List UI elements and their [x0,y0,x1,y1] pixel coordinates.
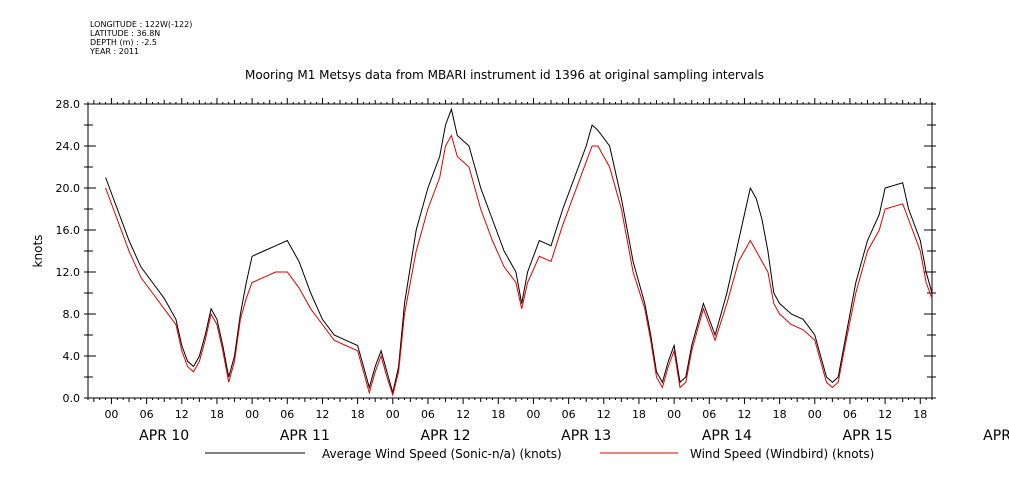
x-hour-label: 06 [843,408,857,421]
x-hour-label: 12 [315,408,329,421]
series-line-1 [105,107,933,393]
y-tick-label: 12.0 [56,266,81,279]
x-hour-label: 00 [667,408,681,421]
series-line-2 [105,134,933,397]
x-hour-label: 18 [632,408,646,421]
y-axis-label: knots [31,235,45,268]
x-hour-label: 12 [597,408,611,421]
x-day-label: APR 15 [843,428,893,444]
x-hour-label: 12 [456,408,470,421]
depth-label: DEPTH (m) : -2.5 [90,38,157,47]
y-tick-label: 28.0 [56,98,81,111]
latitude-label: LATITUDE : 36.8N [90,29,161,38]
x-day-label: APR 12 [421,428,471,444]
y-tick-label: 20.0 [56,182,81,195]
x-hour-label: 00 [526,408,540,421]
legend-label-1: Average Wind Speed (Sonic-n/a) (knots) [322,447,562,461]
x-hour-label: 00 [245,408,259,421]
x-hour-label: 12 [878,408,892,421]
x-hour-label: 06 [562,408,576,421]
x-hour-label: 00 [104,408,118,421]
x-hour-label: 00 [386,408,400,421]
x-hour-label: 18 [491,408,505,421]
station-metadata: LONGITUDE : 122W(-122) LATITUDE : 36.8N … [90,20,192,56]
x-hour-label: 00 [808,408,822,421]
x-hour-label: 18 [773,408,787,421]
plot-frame [87,103,933,399]
x-hour-label: 18 [210,408,224,421]
chart-title: Mooring M1 Metsys data from MBARI instru… [245,68,764,82]
x-day-label: APR 16 [983,428,1009,444]
y-tick-label: 24.0 [56,140,81,153]
x-hour-label: 06 [702,408,716,421]
legend-label-2: Wind Speed (Windbird) (knots) [690,447,874,461]
y-tick-label: 16.0 [56,224,81,237]
x-hour-label: 18 [351,408,365,421]
x-day-label: APR 10 [139,428,189,444]
x-day-label: APR 14 [702,428,752,444]
y-tick-label: 0.0 [63,392,81,405]
x-hour-label: 06 [140,408,154,421]
x-day-label: APR 11 [280,428,330,444]
x-day-label: APR 13 [561,428,611,444]
x-hour-label: 12 [737,408,751,421]
y-tick-label: 8.0 [63,308,81,321]
y-tick-label: 4.0 [63,350,81,363]
x-hour-label: 12 [175,408,189,421]
longitude-label: LONGITUDE : 122W(-122) [90,20,193,29]
x-hour-label: 18 [913,408,927,421]
x-hour-label: 06 [421,408,435,421]
x-hour-label: 06 [280,408,294,421]
year-label: YEAR : 2011 [90,47,140,56]
